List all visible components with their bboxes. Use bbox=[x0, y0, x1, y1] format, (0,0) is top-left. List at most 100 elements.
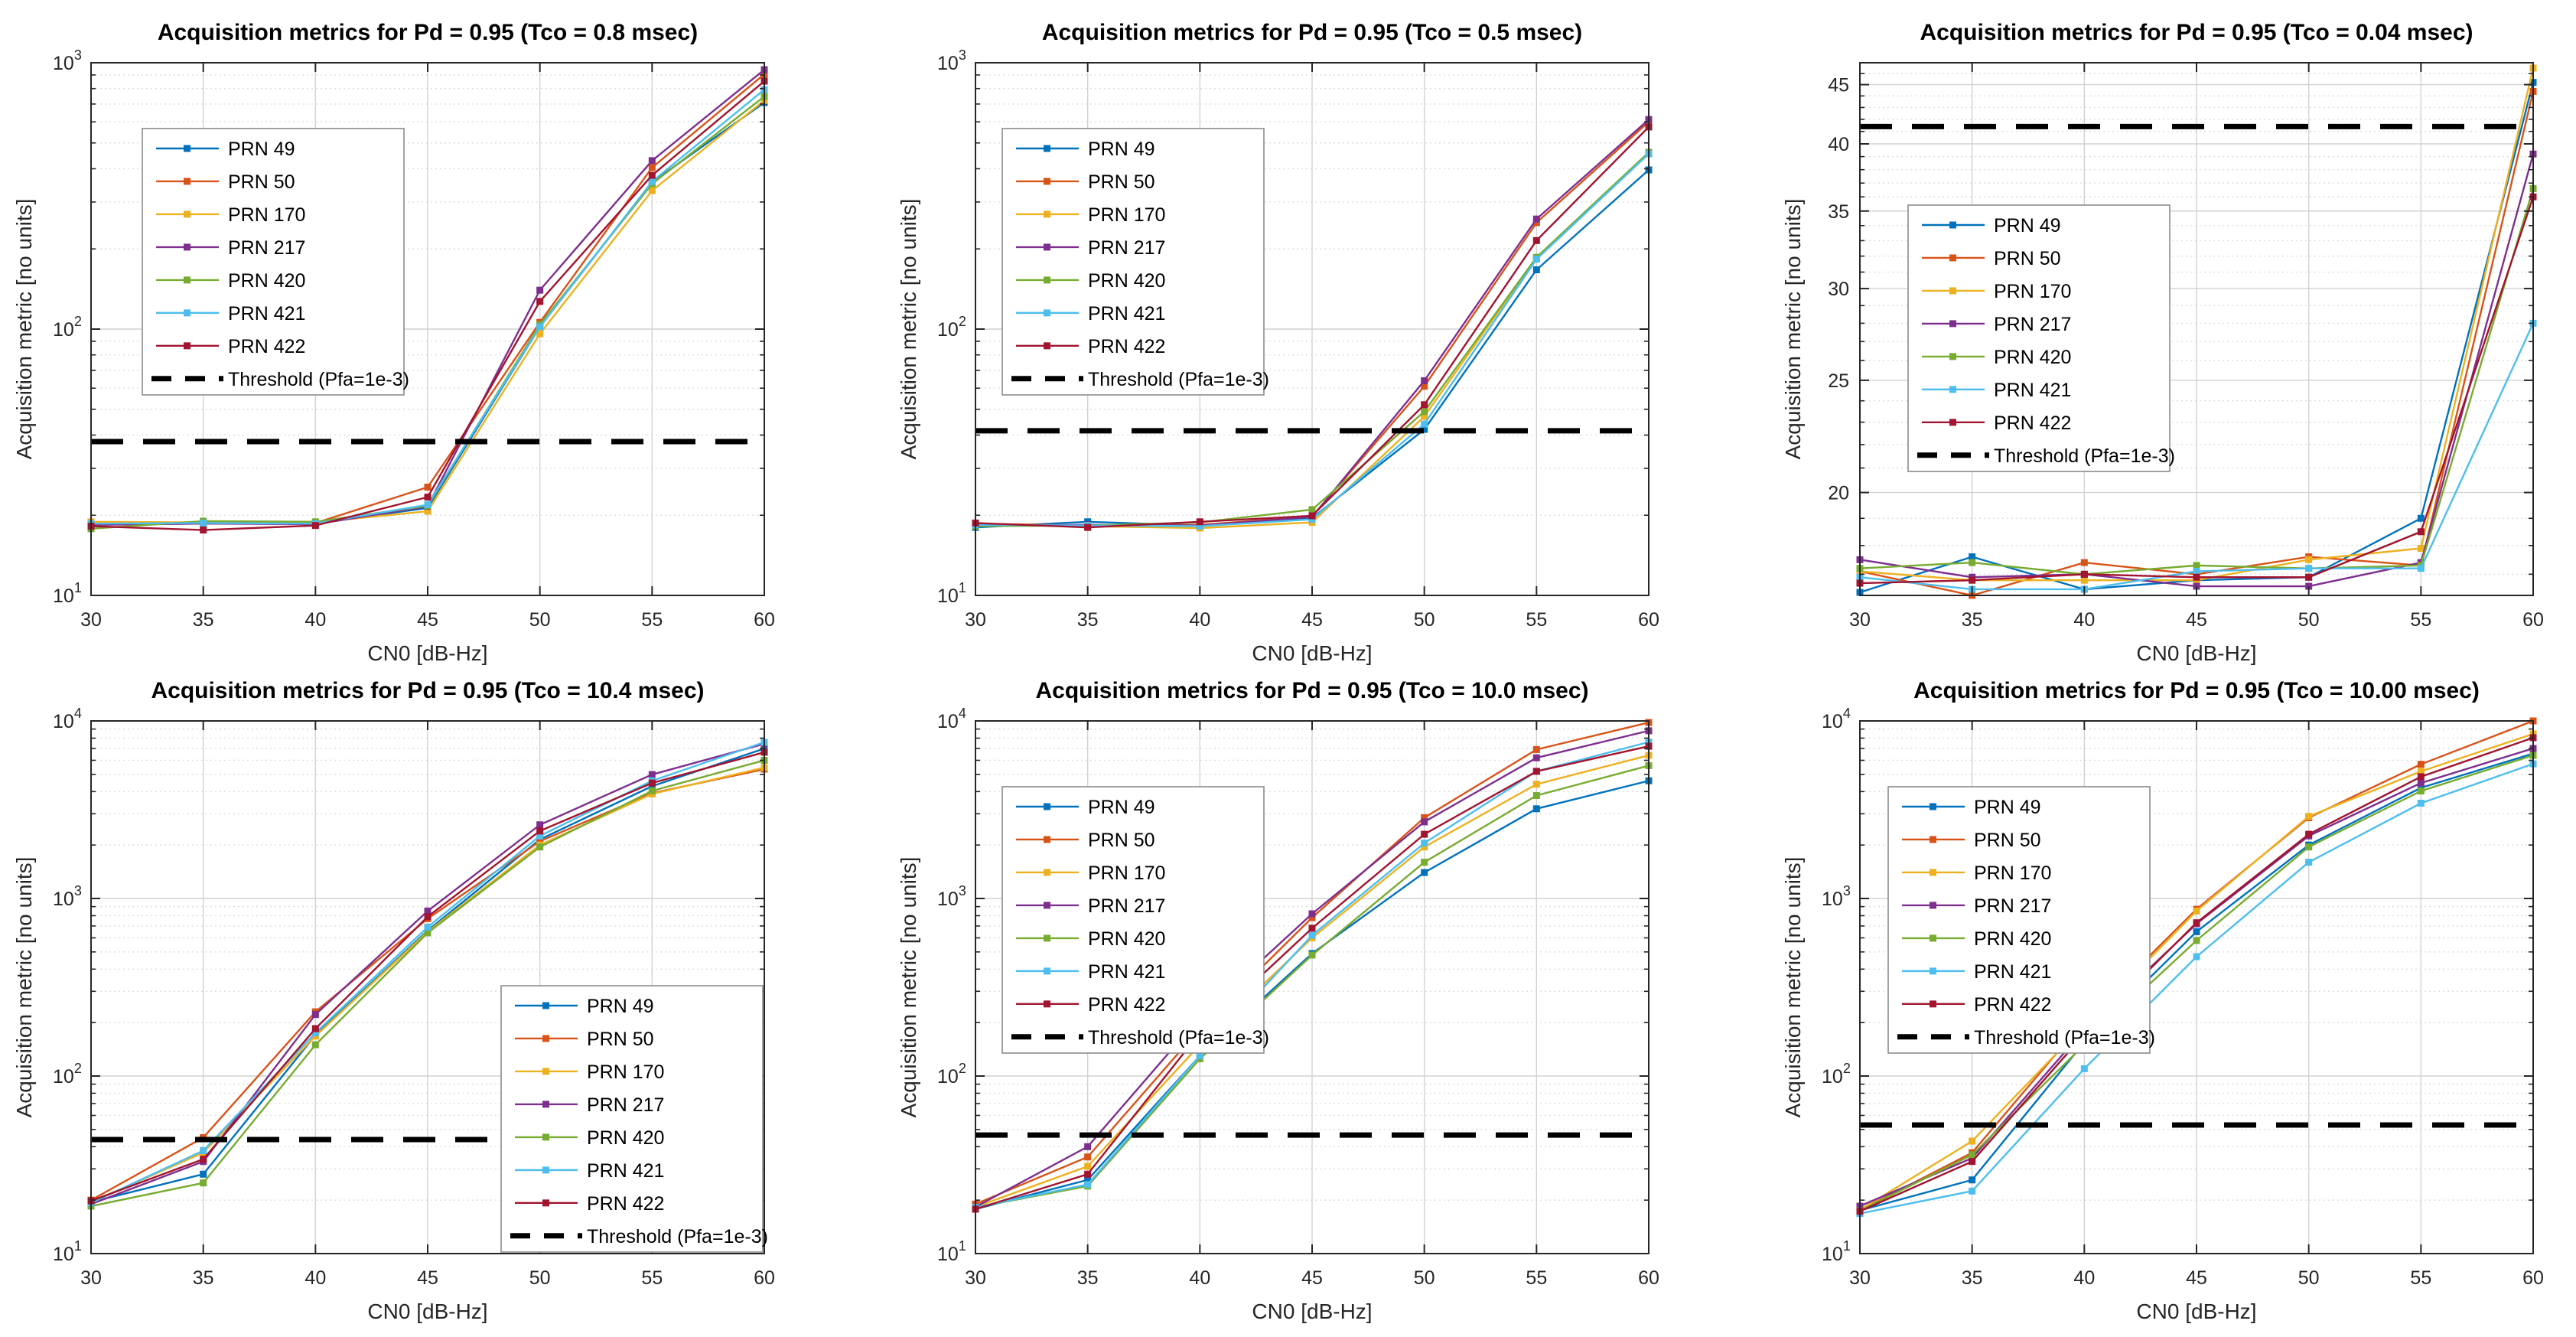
legend-label: PRN 49 bbox=[1994, 215, 2061, 236]
chart-title: Acquisition metrics for Pd = 0.95 (Tco =… bbox=[158, 20, 698, 45]
data-point bbox=[1308, 516, 1316, 523]
legend-box bbox=[142, 128, 405, 396]
data-point bbox=[2305, 556, 2313, 563]
x-tick-label: 55 bbox=[641, 1267, 663, 1289]
x-tick-label: 30 bbox=[965, 609, 986, 631]
legend-marker bbox=[1930, 967, 1936, 975]
data-point bbox=[1308, 506, 1316, 514]
data-point bbox=[2417, 768, 2425, 775]
subplot-1: Acquisition metrics for Pd = 0.95 (Tco =… bbox=[0, 0, 858, 666]
y-tick-label: 101 bbox=[937, 580, 966, 607]
legend-marker bbox=[1044, 210, 1050, 218]
legend-marker bbox=[1044, 145, 1050, 152]
legend-label: PRN 50 bbox=[587, 1029, 654, 1050]
data-point bbox=[424, 507, 432, 515]
subplot-4: Acquisition metrics for Pd = 0.95 (Tco =… bbox=[0, 666, 858, 1337]
y-tick-label: 30 bbox=[1828, 279, 1849, 300]
x-tick-label: 60 bbox=[754, 609, 775, 631]
x-axis-label: CN0 [dB-Hz] bbox=[1252, 641, 1372, 665]
data-point bbox=[1084, 1176, 1092, 1184]
legend-marker bbox=[1949, 287, 1956, 295]
y-tick-label: 103 bbox=[1822, 883, 1851, 910]
x-tick-label: 30 bbox=[80, 1267, 102, 1289]
data-point bbox=[200, 1170, 207, 1178]
legend-marker bbox=[1949, 419, 1956, 426]
legend-label: PRN 217 bbox=[1994, 314, 2071, 335]
data-point bbox=[200, 1156, 207, 1163]
data-point bbox=[2417, 544, 2425, 552]
y-axis-label: Acquisition metric [no units] bbox=[897, 857, 920, 1118]
data-point bbox=[200, 519, 207, 527]
subplot-4-canvas: Acquisition metrics for Pd = 0.95 (Tco =… bbox=[0, 666, 858, 1337]
x-tick-label: 30 bbox=[1849, 1267, 1871, 1289]
data-point bbox=[648, 164, 656, 171]
data-point bbox=[1421, 426, 1428, 433]
chart-title: Acquisition metrics for Pd = 0.95 (Tco =… bbox=[1913, 678, 2480, 703]
data-point bbox=[1532, 266, 1540, 273]
legend-marker bbox=[184, 178, 191, 185]
x-tick-label: 35 bbox=[193, 1267, 214, 1289]
data-point bbox=[536, 827, 544, 835]
data-point bbox=[200, 1179, 207, 1187]
subplot-6-canvas: Acquisition metrics for Pd = 0.95 (Tco =… bbox=[1718, 666, 2576, 1337]
data-point bbox=[1421, 377, 1428, 384]
x-axis-label: CN0 [dB-Hz] bbox=[367, 1299, 487, 1323]
x-tick-label: 50 bbox=[1414, 1267, 1435, 1289]
legend-marker bbox=[1044, 309, 1050, 317]
legend-label: PRN 421 bbox=[587, 1160, 664, 1182]
data-point bbox=[2417, 761, 2425, 768]
legend-label: PRN 50 bbox=[228, 171, 295, 193]
legend-label: PRN 422 bbox=[587, 1193, 664, 1215]
data-point bbox=[648, 771, 656, 778]
legend: PRN 49 PRN 50 PRN 170 PRN 217 PRN 420 PRN 421… bbox=[1001, 128, 1269, 396]
data-point bbox=[424, 923, 432, 931]
legend-label: PRN 170 bbox=[587, 1061, 664, 1083]
legend-label: Threshold (Pfa=1e-3) bbox=[587, 1226, 768, 1247]
legend-marker bbox=[1930, 1000, 1936, 1008]
y-tick-label: 104 bbox=[53, 706, 82, 732]
legend-label: PRN 422 bbox=[1974, 994, 2051, 1016]
legend-label: PRN 217 bbox=[1088, 237, 1165, 259]
y-tick-label: 104 bbox=[937, 706, 966, 732]
data-point bbox=[2305, 859, 2313, 866]
data-point bbox=[1532, 805, 1540, 813]
series-group bbox=[972, 719, 1653, 1213]
data-point bbox=[1532, 754, 1540, 761]
legend-label: PRN 49 bbox=[1088, 797, 1155, 818]
legend-box bbox=[500, 985, 764, 1253]
data-point bbox=[424, 907, 432, 915]
legend: PRN 49 PRN 50 PRN 170 PRN 217 PRN 420 PRN 421… bbox=[1001, 786, 1269, 1054]
data-point bbox=[1308, 951, 1316, 959]
legend-marker bbox=[542, 1166, 549, 1174]
data-point bbox=[1969, 1176, 1976, 1184]
data-point bbox=[536, 298, 544, 305]
data-point bbox=[424, 484, 432, 491]
legend-box bbox=[1001, 128, 1265, 396]
y-axis-label: Acquisition metric [no units] bbox=[1781, 857, 1805, 1118]
panel-bg bbox=[858, 0, 1718, 666]
legend-marker bbox=[542, 1002, 549, 1009]
x-tick-label: 45 bbox=[2186, 609, 2207, 631]
y-tick-label: 103 bbox=[937, 883, 966, 910]
data-point bbox=[1532, 791, 1540, 799]
subplot-5-canvas: Acquisition metrics for Pd = 0.95 (Tco =… bbox=[858, 666, 1718, 1337]
subplot-6: Acquisition metrics for Pd = 0.95 (Tco =… bbox=[1718, 666, 2576, 1337]
legend-marker bbox=[1949, 254, 1956, 262]
series-group bbox=[1856, 717, 2537, 1218]
legend-marker bbox=[1930, 869, 1936, 876]
x-tick-label: 55 bbox=[2410, 609, 2431, 631]
x-tick-label: 40 bbox=[304, 609, 326, 631]
subplot-1-canvas: Acquisition metrics for Pd = 0.95 (Tco =… bbox=[0, 0, 858, 666]
legend-marker bbox=[1949, 386, 1956, 393]
x-tick-label: 45 bbox=[417, 1267, 438, 1289]
chart-title: Acquisition metrics for Pd = 0.95 (Tco =… bbox=[1042, 20, 1582, 45]
legend-label: PRN 421 bbox=[1974, 961, 2051, 983]
data-point bbox=[1308, 910, 1316, 918]
data-point bbox=[1969, 553, 1976, 561]
legend-label: PRN 49 bbox=[1974, 797, 2041, 818]
x-tick-label: 50 bbox=[2298, 609, 2320, 631]
data-point bbox=[1532, 745, 1540, 753]
data-point bbox=[1421, 420, 1428, 428]
data-point bbox=[1421, 869, 1428, 876]
legend-marker bbox=[1044, 902, 1050, 909]
